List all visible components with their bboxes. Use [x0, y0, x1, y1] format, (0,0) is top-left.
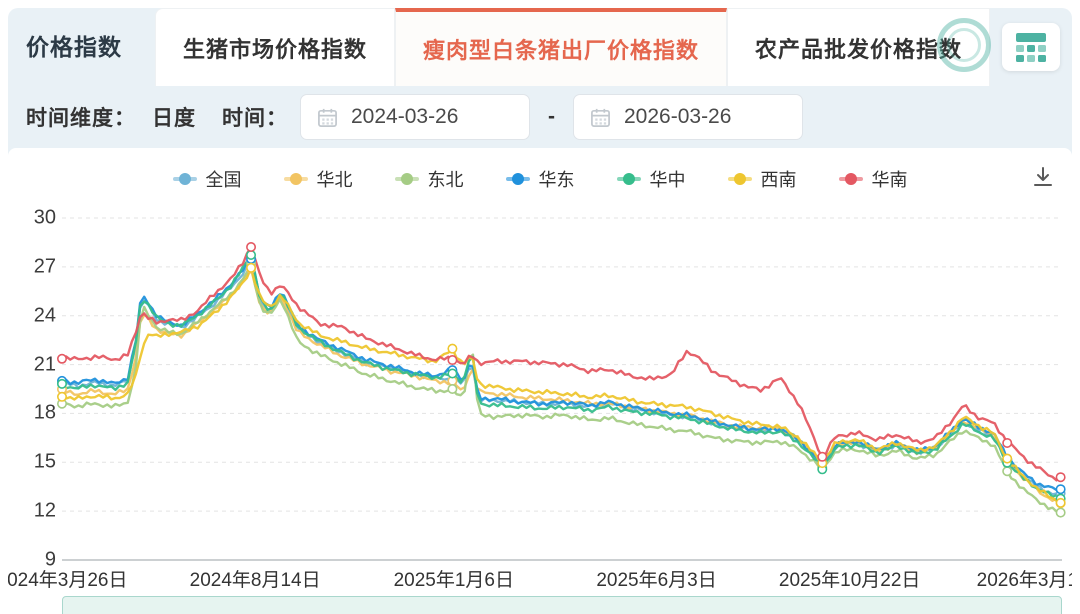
tab-lean-pork-exfactory-price-index[interactable]: 瘦肉型白条猪出厂价格指数	[395, 8, 728, 86]
tab-pig-market-price-index[interactable]: 生猪市场价格指数	[155, 8, 396, 86]
y-axis-label: 9	[44, 548, 56, 571]
y-axis-label: 27	[33, 255, 56, 278]
download-icon[interactable]	[1028, 162, 1058, 192]
series-line-4[interactable]	[60, 253, 1062, 500]
legend-item-1[interactable]: 华北	[283, 166, 353, 192]
x-axis-label: 2025年10月22日	[778, 570, 921, 591]
page-title: 价格指数	[26, 34, 122, 60]
time-dimension-value[interactable]: 日度	[152, 107, 196, 130]
legend-item-0[interactable]: 全国	[172, 166, 242, 192]
y-axis-label: 24	[33, 304, 56, 327]
legend-label: 东北	[427, 170, 464, 190]
start-date-input[interactable]: 2024-03-26	[300, 94, 530, 140]
tab-label: 生猪市场价格指数	[183, 36, 368, 62]
data-point-marker	[1055, 484, 1066, 495]
end-date-value: 2026-03-26	[624, 105, 732, 128]
tab-agri-wholesale-price-index[interactable]: 农产品批发价格指数	[727, 8, 991, 86]
series-line-6[interactable]	[60, 245, 1062, 482]
data-point-marker	[1055, 472, 1066, 483]
date-range-separator: -	[548, 105, 555, 128]
legend-item-3[interactable]: 华东	[505, 166, 575, 192]
data-point-marker	[246, 241, 257, 252]
legend-dot-icon	[511, 173, 524, 185]
legend-label: 华北	[316, 170, 353, 190]
legend-item-5[interactable]: 西南	[727, 166, 797, 192]
data-point-marker	[447, 384, 458, 395]
legend-dot-icon	[844, 173, 857, 185]
legend-dot-icon	[400, 173, 413, 185]
chart-legend: 全国 华北 东北 华东 华中 西南 华南	[8, 166, 1072, 192]
filter-bar: 时间维度： 日度 时间： 2024-03-26 -	[8, 86, 1072, 148]
y-axis-label: 12	[33, 499, 56, 522]
legend-item-4[interactable]: 华中	[616, 166, 686, 192]
x-axis-label: 2025年6月3日	[596, 570, 717, 591]
data-point-marker	[447, 355, 458, 366]
legend-marker-icon	[727, 173, 752, 185]
data-point-marker	[246, 262, 257, 273]
data-point-marker	[1055, 507, 1066, 518]
data-point-marker	[56, 378, 67, 389]
legend-marker-icon	[616, 173, 641, 185]
calendar-icon	[318, 108, 337, 127]
legend-marker-icon	[172, 173, 197, 185]
legend-dot-icon	[178, 173, 191, 185]
datazoom-slider[interactable]	[62, 596, 1062, 614]
legend-item-2[interactable]: 东北	[394, 166, 464, 192]
legend-label: 西南	[760, 170, 797, 190]
series-line-2[interactable]	[60, 262, 1062, 514]
tab-bar: 价格指数 生猪市场价格指数 瘦肉型白条猪出厂价格指数 农产品批发价格指数	[8, 8, 1072, 86]
line-chart[interactable]	[8, 148, 1072, 614]
time-dimension-label: 时间维度：	[26, 107, 136, 130]
y-axis-label: 15	[33, 450, 56, 473]
tab-label: 瘦肉型白条猪出厂价格指数	[423, 38, 700, 63]
time-range-label: 时间：	[222, 107, 288, 130]
legend-dot-icon	[289, 173, 302, 185]
data-point-marker	[56, 353, 67, 364]
y-axis-label: 21	[33, 353, 56, 376]
x-axis-label: 2025年1月6日	[393, 570, 514, 591]
legend-marker-icon	[394, 173, 419, 185]
legend-label: 华南	[871, 170, 908, 190]
tab-label: 农产品批发价格指数	[755, 36, 963, 62]
data-point-marker	[817, 451, 828, 462]
data-point-marker	[1055, 497, 1066, 508]
tab-list: 生猪市场价格指数 瘦肉型白条猪出厂价格指数 农产品批发价格指数	[155, 8, 991, 86]
chart-panel: 全国 华北 东北 华东 华中 西南 华南 9 12 15 18 21 24 27 30 2024年3月26日…	[8, 148, 1072, 614]
start-date-value: 2024-03-26	[351, 105, 459, 128]
legend-item-6[interactable]: 华南	[838, 166, 908, 192]
end-date-input[interactable]: 2026-03-26	[573, 94, 803, 140]
download-glyph	[1034, 167, 1052, 186]
data-point-marker	[447, 343, 458, 354]
calculator-glyph	[1016, 33, 1046, 62]
calculator-icon[interactable]	[1002, 23, 1060, 71]
legend-marker-icon	[283, 173, 308, 185]
series-line-5[interactable]	[60, 266, 1062, 505]
y-axis-label: 30	[33, 206, 56, 229]
data-point-marker	[1002, 466, 1013, 477]
y-axis-label: 18	[33, 401, 56, 424]
price-index-card: 价格指数 生猪市场价格指数 瘦肉型白条猪出厂价格指数 农产品批发价格指数	[8, 8, 1072, 614]
data-point-marker	[1002, 453, 1013, 464]
legend-label: 全国	[205, 170, 242, 190]
legend-marker-icon	[838, 173, 863, 185]
data-point-marker	[1002, 437, 1013, 448]
data-point-marker	[56, 391, 67, 402]
legend-label: 华中	[649, 170, 686, 190]
x-axis-label: 2024年3月26日	[8, 570, 128, 591]
x-axis-label: 2026年3月11日	[976, 570, 1072, 591]
data-point-marker	[246, 249, 257, 260]
legend-marker-icon	[505, 173, 530, 185]
legend-dot-icon	[733, 173, 746, 185]
x-axis-label: 2024年8月14日	[189, 570, 321, 591]
data-point-marker	[447, 368, 458, 379]
legend-dot-icon	[622, 173, 635, 185]
calendar-icon	[591, 108, 610, 127]
legend-label: 华东	[538, 170, 575, 190]
